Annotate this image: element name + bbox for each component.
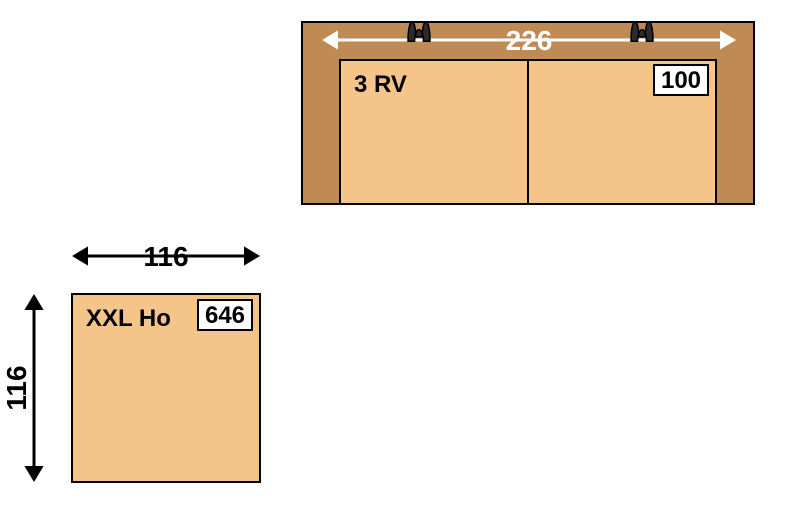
ottoman-label: XXL Ho [86, 305, 171, 332]
ottoman-height-dim: 116 [1, 308, 34, 468]
diagram-canvas: 3 RV 100 226 XXL Ho 646 116 116 [0, 0, 790, 516]
sofa-width-dim-label: 226 [506, 25, 553, 56]
ottoman-height-dim-label: 116 [1, 365, 32, 410]
ottoman-width-dim-label: 116 [143, 241, 188, 272]
sofa-code-text: 100 [661, 67, 701, 94]
ottoman-code-text: 646 [205, 302, 245, 329]
ottoman-width-dim: 116 [86, 241, 246, 272]
sofa-label: 3 RV [354, 71, 407, 98]
